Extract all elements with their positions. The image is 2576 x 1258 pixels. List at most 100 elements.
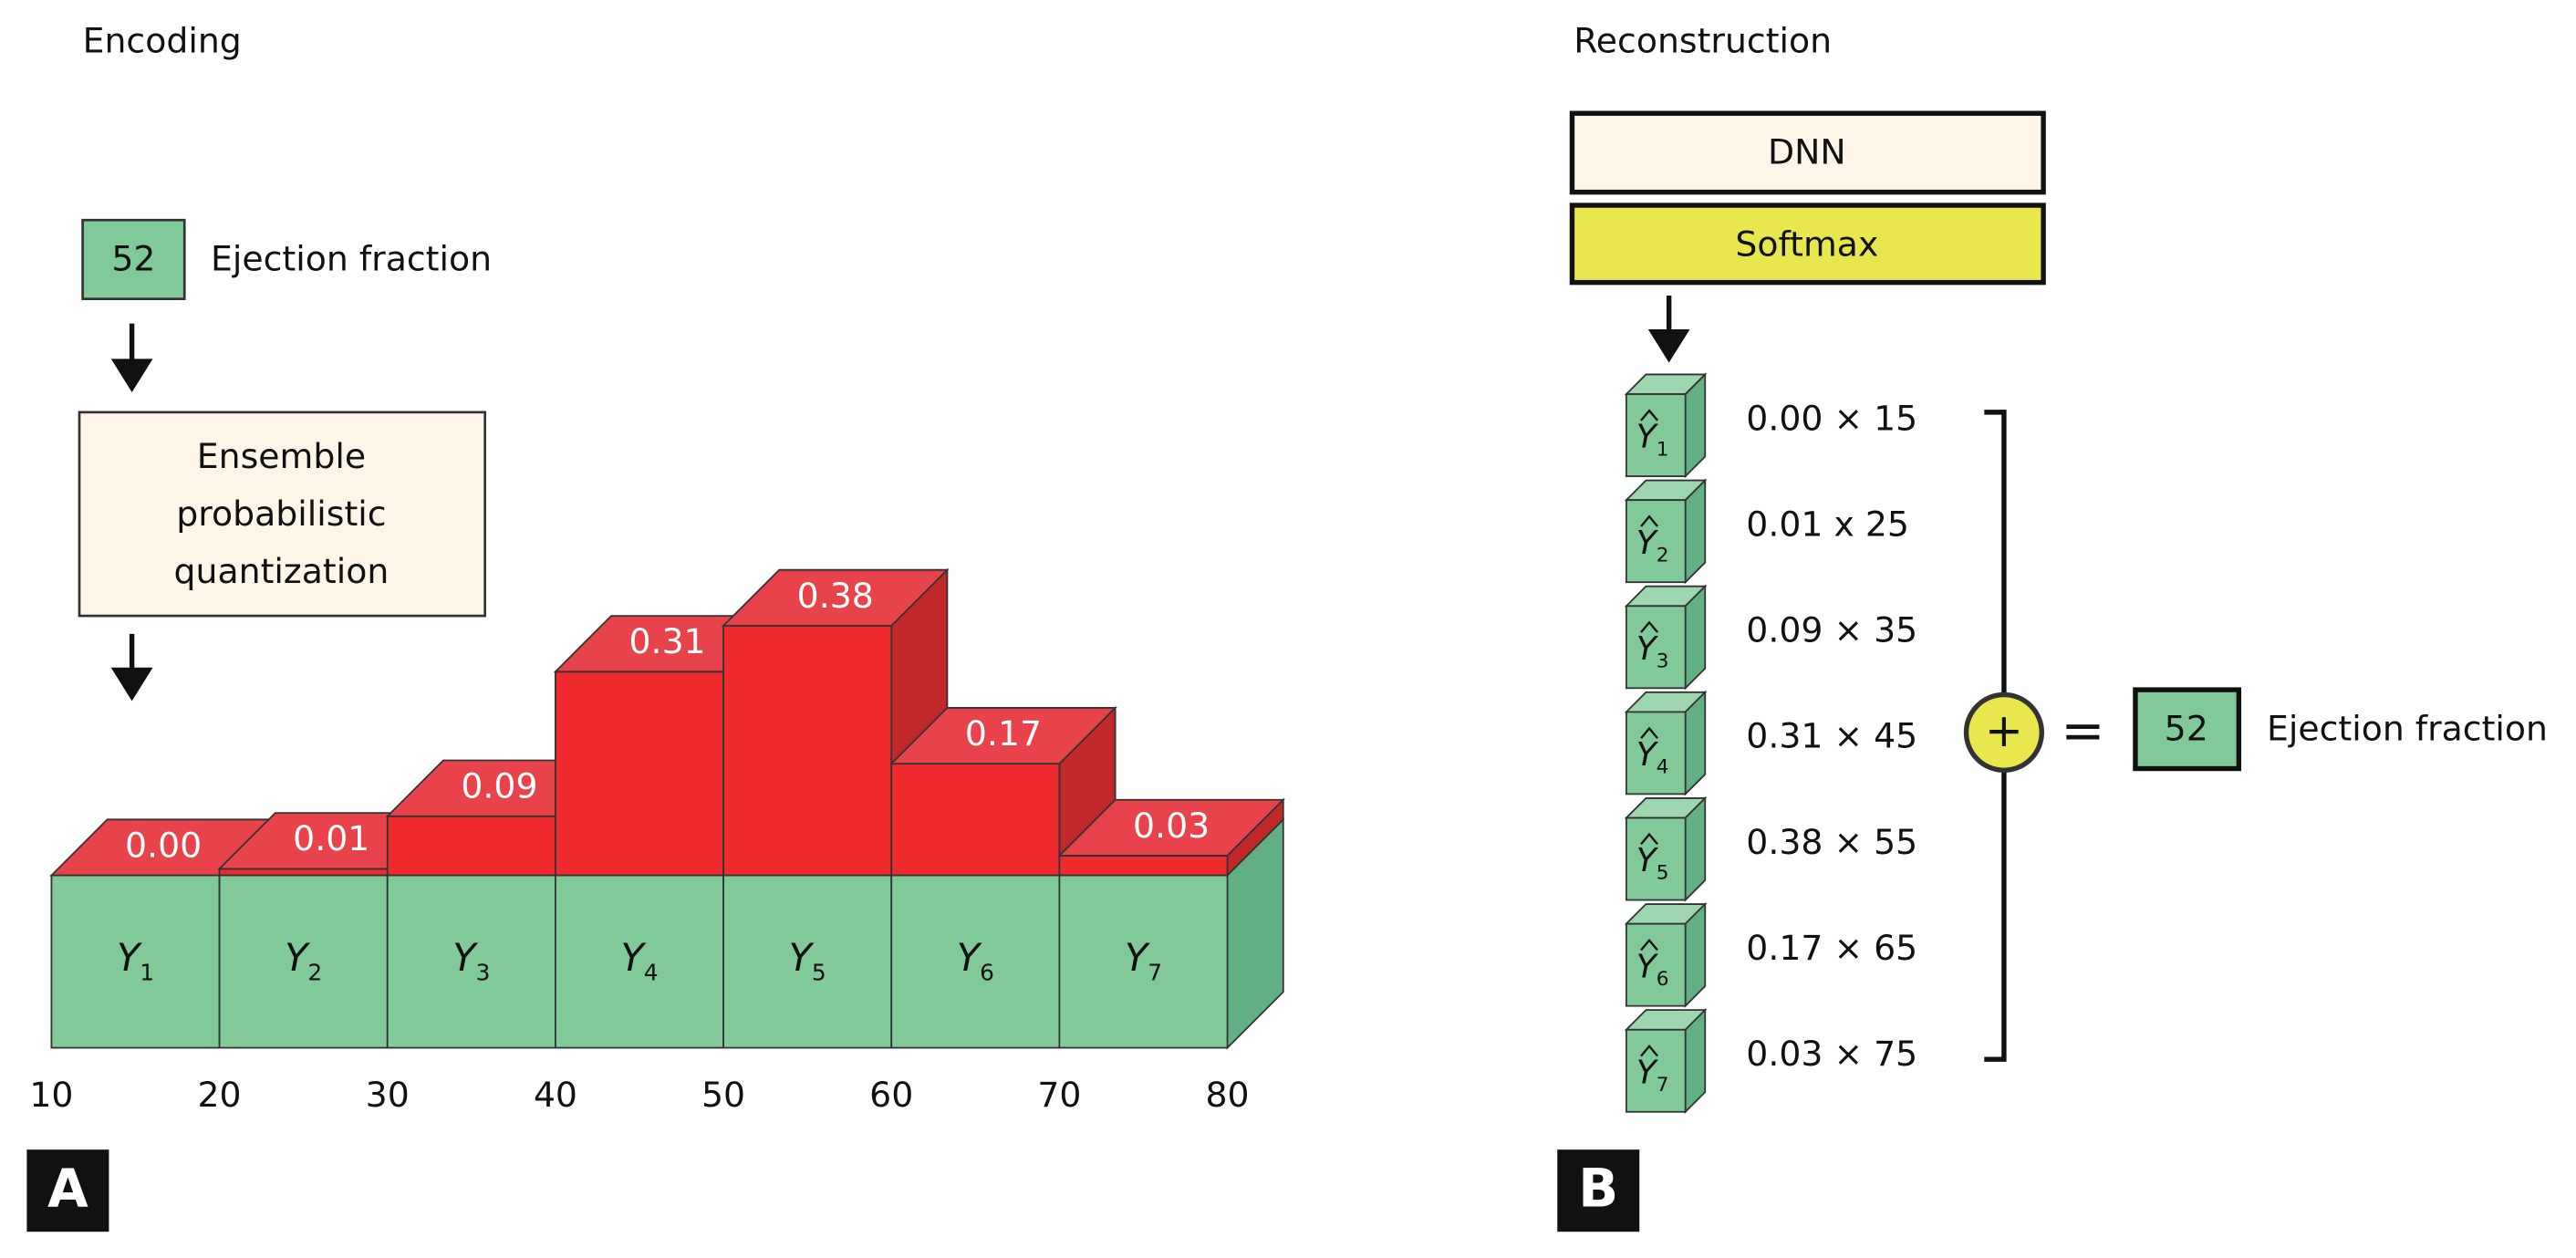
probability-label: 0.00: [125, 825, 202, 865]
symbol-letter: Y: [1636, 842, 1659, 879]
symbol: Y3: [1636, 630, 1669, 673]
probability-label: 0.38: [797, 576, 874, 616]
symbol: Y5: [1636, 842, 1669, 885]
quantizer-text: probabilistic: [176, 494, 386, 534]
input-value: 52: [111, 239, 155, 279]
symbol: Y2: [1636, 525, 1669, 567]
symbol: Y4: [1636, 736, 1669, 779]
term: 0.38 × 55: [1746, 822, 1917, 862]
panel-title: Encoding: [83, 20, 242, 60]
bin-cell: [218, 874, 389, 1049]
cube-front: [1625, 605, 1687, 690]
arrow: [1647, 296, 1690, 363]
edge-label: 20: [198, 1075, 242, 1115]
hat: [1640, 938, 1658, 951]
symbol: Y1: [1636, 419, 1669, 462]
symbol-index: 2: [307, 960, 322, 986]
probability-label: 0.31: [629, 621, 706, 661]
equals: =: [2061, 700, 2104, 761]
probability-label: 0.03: [1133, 806, 1210, 846]
hat: [1640, 515, 1658, 527]
symbol-letter: Y: [285, 936, 310, 980]
probability-label: 0.17: [965, 713, 1042, 754]
layer-box: [1569, 110, 2046, 195]
badge-text: A: [47, 1159, 88, 1220]
arrow: [110, 323, 153, 392]
symbol-letter: Y: [117, 936, 142, 980]
edge-label: 40: [534, 1075, 577, 1115]
symbol-index: 6: [980, 960, 994, 986]
symbol-index: 5: [1657, 862, 1669, 885]
bar: [555, 671, 724, 877]
sum-circle: [1963, 691, 2045, 774]
bin-cell: [1058, 874, 1229, 1049]
probability-label: 0.09: [461, 766, 537, 806]
symbol-letter: Y: [620, 936, 646, 980]
layer-label: Softmax: [1735, 224, 1878, 265]
symbol: Y4: [620, 936, 658, 985]
symbol-index: 3: [1657, 650, 1669, 673]
quantizer-text: Ensemble: [197, 436, 366, 476]
bar: [1058, 855, 1229, 877]
bar: [722, 624, 893, 877]
layer-box: [1569, 203, 2046, 286]
symbol-index: 4: [644, 960, 659, 986]
bar-top: [721, 568, 950, 627]
hat: [1640, 409, 1658, 421]
symbol-letter: Y: [1636, 630, 1659, 668]
symbol: Y3: [452, 936, 490, 985]
bin-cell: [386, 874, 556, 1049]
bar: [218, 868, 389, 877]
edge-label: 80: [1206, 1075, 1250, 1115]
quantizer-box: [78, 411, 487, 618]
hat: [1640, 726, 1658, 739]
cube-front: [1625, 1028, 1687, 1113]
cube-front: [1625, 711, 1687, 795]
symbol-letter: Y: [1125, 936, 1150, 980]
panel-title: Reconstruction: [1574, 20, 1832, 60]
symbol: Y6: [1636, 948, 1669, 991]
cube-front: [1625, 499, 1687, 584]
bar-top: [889, 707, 1117, 765]
histogram: Y1 Y2 Y3 Y4 Y5 Y6 Y70.00 0.010.090.310.380.170.…: [29, 567, 1285, 1115]
bar: [386, 815, 556, 877]
bin-cell: [50, 874, 221, 1049]
symbol-letter: Y: [452, 936, 478, 980]
edge-label: 50: [701, 1075, 745, 1115]
layer-label: DNN: [1768, 132, 1846, 172]
symbol-letter: Y: [1636, 948, 1659, 985]
bar-top: [1057, 798, 1285, 857]
edge-label: 10: [29, 1075, 73, 1115]
symbol-index: 7: [1657, 1074, 1669, 1097]
term: 0.31 × 45: [1746, 716, 1917, 756]
probability-label: 0.01: [293, 818, 369, 858]
term: 0.03 × 75: [1746, 1034, 1917, 1074]
hat: [1640, 1044, 1658, 1057]
output-value: 52: [2165, 709, 2208, 749]
symbol: Y2: [285, 936, 322, 985]
cube-front: [1625, 393, 1687, 477]
symbol: Y1: [117, 936, 154, 985]
symbol-index: 6: [1657, 968, 1669, 991]
edge-label: 30: [366, 1075, 410, 1115]
badge: [26, 1149, 109, 1232]
bin-cell: [555, 874, 724, 1049]
edge-label: 70: [1037, 1075, 1081, 1115]
cube-front: [1625, 922, 1687, 1007]
symbol: Y7: [1636, 1054, 1669, 1097]
term: 0.01 x 25: [1746, 504, 1909, 544]
cube-front: [1625, 816, 1687, 901]
badge-text: B: [1578, 1159, 1618, 1220]
output-label: Ejection fraction: [2267, 709, 2548, 749]
symbol: Y6: [957, 936, 994, 985]
hat: [1640, 832, 1658, 846]
symbol-index: 3: [476, 960, 491, 986]
symbol-letter: Y: [1636, 419, 1659, 456]
edge-label: 60: [869, 1075, 913, 1115]
term: 0.09 × 35: [1746, 610, 1917, 650]
symbol-index: 2: [1657, 544, 1669, 567]
symbol-index: 1: [140, 960, 154, 986]
symbol-index: 7: [1148, 960, 1162, 986]
